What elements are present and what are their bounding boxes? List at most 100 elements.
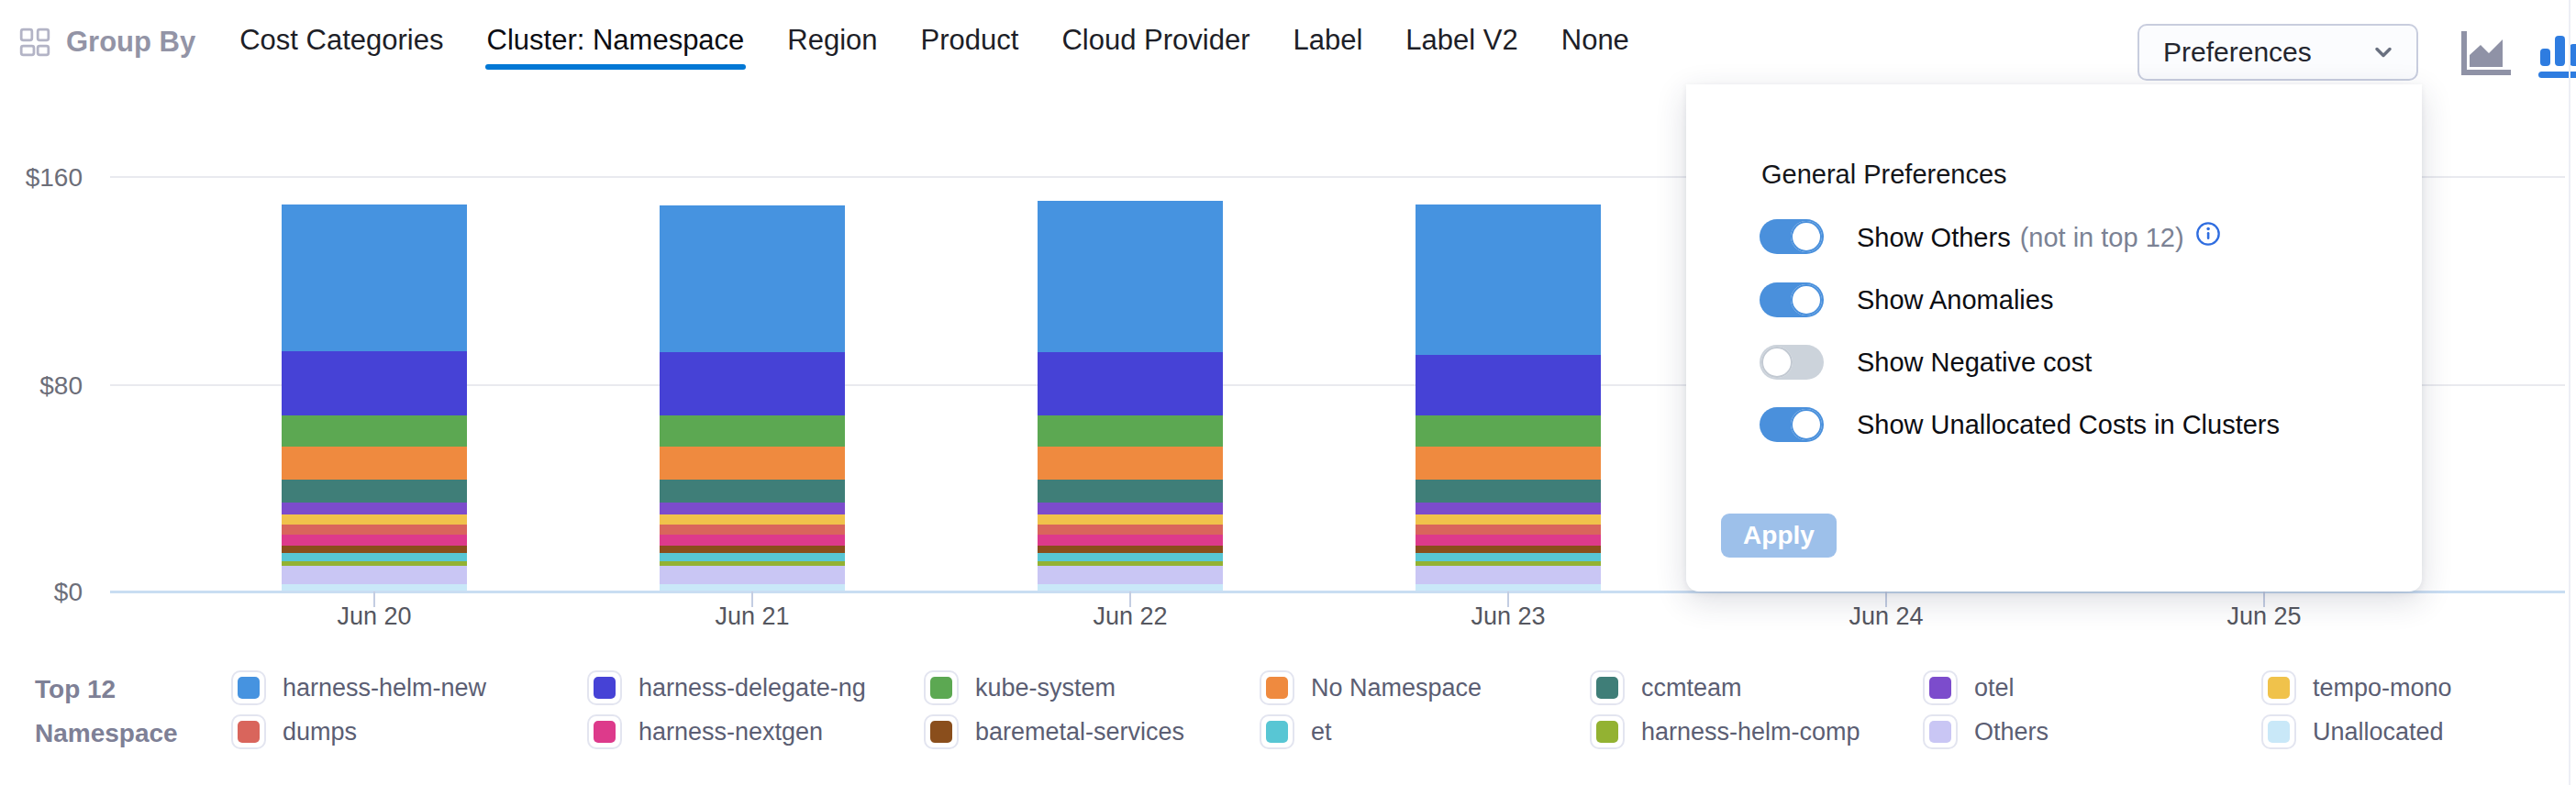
- legend-label: ccmteam: [1641, 674, 1742, 702]
- bar-segment-jun-21-others[interactable]: [660, 566, 845, 584]
- bar-segment-jun-23-harness-helm-new[interactable]: [1416, 205, 1601, 355]
- bar-segment-jun-22-others[interactable]: [1038, 566, 1223, 584]
- bar-segment-jun-22-baremetal-services[interactable]: [1038, 546, 1223, 553]
- legend-item-others[interactable]: Others: [1923, 714, 2049, 749]
- toggle-knob: [1791, 221, 1822, 252]
- legend-label: Others: [1974, 718, 2049, 746]
- bar-segment-jun-20-no-namespace[interactable]: [282, 447, 467, 479]
- apply-button[interactable]: Apply: [1721, 514, 1837, 558]
- bar-segment-jun-22-et[interactable]: [1038, 553, 1223, 560]
- tab-label-v2[interactable]: Label V2: [1405, 7, 1517, 77]
- bar-segment-jun-20-harness-helm-new[interactable]: [282, 205, 467, 351]
- bar-segment-jun-21-tempo-mono[interactable]: [660, 514, 845, 525]
- bar-segment-jun-23-tempo-mono[interactable]: [1416, 514, 1601, 525]
- tab-none[interactable]: None: [1561, 7, 1629, 77]
- legend-item-harness-nextgen[interactable]: harness-nextgen: [587, 714, 823, 749]
- bar-segment-jun-22-kube-system[interactable]: [1038, 415, 1223, 447]
- legend-item-harness-delegate-ng[interactable]: harness-delegate-ng: [587, 670, 866, 705]
- bar-segment-jun-23-et[interactable]: [1416, 553, 1601, 560]
- bar-segment-jun-23-others[interactable]: [1416, 566, 1601, 584]
- bar-segment-jun-21-et[interactable]: [660, 553, 845, 560]
- toggle-show-others[interactable]: [1760, 219, 1824, 254]
- tab-cost-categories[interactable]: Cost Categories: [239, 7, 443, 77]
- bar-segment-jun-21-ccmteam[interactable]: [660, 480, 845, 503]
- area-chart-icon[interactable]: [2459, 28, 2512, 81]
- legend-item-baremetal-services[interactable]: baremetal-services: [924, 714, 1184, 749]
- bar-segment-jun-22-tempo-mono[interactable]: [1038, 514, 1223, 525]
- bar-segment-jun-20-harness-delegate-ng[interactable]: [282, 351, 467, 416]
- bar-segment-jun-20-otel[interactable]: [282, 503, 467, 514]
- legend-item-no-namespace[interactable]: No Namespace: [1260, 670, 1482, 705]
- bar-segment-jun-20-others[interactable]: [282, 566, 467, 584]
- bar-segment-jun-21-harness-helm-new[interactable]: [660, 205, 845, 352]
- bar-segment-jun-20-harness-nextgen[interactable]: [282, 535, 467, 545]
- legend-item-et[interactable]: et: [1260, 714, 1332, 749]
- bar-segment-jun-22-otel[interactable]: [1038, 503, 1223, 514]
- bar-segment-jun-20-tempo-mono[interactable]: [282, 514, 467, 525]
- bar-segment-jun-20-et[interactable]: [282, 553, 467, 560]
- legend-item-kube-system[interactable]: kube-system: [924, 670, 1116, 705]
- page-right-border: [2569, 0, 2570, 785]
- group-by-header: Group By Cost CategoriesCluster: Namespa…: [18, 0, 1629, 84]
- bar-segment-jun-22-unallocated[interactable]: [1038, 584, 1223, 591]
- bar-segment-jun-22-harness-helm-comp[interactable]: [1038, 561, 1223, 567]
- legend-item-ccmteam[interactable]: ccmteam: [1590, 670, 1742, 705]
- bar-segment-jun-21-harness-nextgen[interactable]: [660, 535, 845, 545]
- preferences-dropdown-button[interactable]: Preferences: [2137, 24, 2418, 81]
- bar-segment-jun-23-harness-delegate-ng[interactable]: [1416, 355, 1601, 415]
- bar-segment-jun-21-harness-helm-comp[interactable]: [660, 561, 845, 567]
- bar-segment-jun-20-dumps[interactable]: [282, 525, 467, 535]
- legend-item-otel[interactable]: otel: [1923, 670, 2015, 705]
- tab-cluster-namespace[interactable]: Cluster: Namespace: [487, 7, 745, 77]
- legend-label: harness-nextgen: [638, 718, 823, 746]
- bar-segment-jun-23-ccmteam[interactable]: [1416, 480, 1601, 503]
- bar-segment-jun-20-kube-system[interactable]: [282, 415, 467, 447]
- bar-segment-jun-23-dumps[interactable]: [1416, 525, 1601, 535]
- bar-segment-jun-22-harness-helm-new[interactable]: [1038, 201, 1223, 352]
- bar-segment-jun-21-dumps[interactable]: [660, 525, 845, 535]
- bar-segment-jun-23-harness-nextgen[interactable]: [1416, 535, 1601, 545]
- legend-item-harness-helm-new[interactable]: harness-helm-new: [231, 670, 486, 705]
- bar-segment-jun-21-harness-delegate-ng[interactable]: [660, 352, 845, 415]
- bar-segment-jun-23-otel[interactable]: [1416, 503, 1601, 514]
- legend-label: et: [1311, 718, 1332, 746]
- legend-swatch: [930, 677, 952, 699]
- tab-region[interactable]: Region: [787, 7, 877, 77]
- bar-segment-jun-22-harness-nextgen[interactable]: [1038, 535, 1223, 545]
- toggle-show-anomalies[interactable]: [1760, 282, 1824, 317]
- bar-segment-jun-21-no-namespace[interactable]: [660, 447, 845, 479]
- bar-segment-jun-23-no-namespace[interactable]: [1416, 447, 1601, 479]
- bar-segment-jun-20-unallocated[interactable]: [282, 584, 467, 591]
- group-by-tabs: Cost Categories Cluster: Namespace Region P…: [239, 7, 1629, 77]
- legend-swatch-box: [2261, 670, 2296, 705]
- bar-segment-jun-21-baremetal-services[interactable]: [660, 546, 845, 553]
- preference-row-show-unallocated-costs-in-clusters: Show Unallocated Costs in Clusters: [1760, 404, 2280, 445]
- bar-segment-jun-20-ccmteam[interactable]: [282, 480, 467, 503]
- toggle-show-unallocated-costs-in-clusters[interactable]: [1760, 407, 1824, 442]
- bar-segment-jun-22-no-namespace[interactable]: [1038, 447, 1223, 479]
- bar-segment-jun-21-otel[interactable]: [660, 503, 845, 514]
- tab-label[interactable]: Label: [1294, 7, 1363, 77]
- legend-item-dumps[interactable]: dumps: [231, 714, 357, 749]
- bar-segment-jun-20-baremetal-services[interactable]: [282, 546, 467, 553]
- legend-swatch-box: [231, 670, 266, 705]
- tab-product[interactable]: Product: [921, 7, 1019, 77]
- x-axis-label-jun-20: Jun 20: [301, 603, 448, 631]
- bar-segment-jun-20-harness-helm-comp[interactable]: [282, 561, 467, 567]
- toggle-label: Show Anomalies: [1857, 285, 2053, 315]
- bar-segment-jun-22-harness-delegate-ng[interactable]: [1038, 352, 1223, 415]
- legend-item-unallocated[interactable]: Unallocated: [2261, 714, 2444, 749]
- bar-segment-jun-23-unallocated[interactable]: [1416, 584, 1601, 591]
- toggle-show-negative-cost[interactable]: [1760, 345, 1824, 380]
- bar-segment-jun-22-ccmteam[interactable]: [1038, 480, 1223, 503]
- tab-cloud-provider[interactable]: Cloud Provider: [1061, 7, 1249, 77]
- bar-segment-jun-22-dumps[interactable]: [1038, 525, 1223, 535]
- legend-item-tempo-mono[interactable]: tempo-mono: [2261, 670, 2452, 705]
- bar-segment-jun-21-kube-system[interactable]: [660, 415, 845, 447]
- bar-segment-jun-21-unallocated[interactable]: [660, 584, 845, 591]
- legend-label: harness-delegate-ng: [638, 674, 866, 702]
- bar-segment-jun-23-harness-helm-comp[interactable]: [1416, 561, 1601, 567]
- bar-segment-jun-23-baremetal-services[interactable]: [1416, 546, 1601, 553]
- bar-segment-jun-23-kube-system[interactable]: [1416, 415, 1601, 447]
- legend-item-harness-helm-comp[interactable]: harness-helm-comp: [1590, 714, 1860, 749]
